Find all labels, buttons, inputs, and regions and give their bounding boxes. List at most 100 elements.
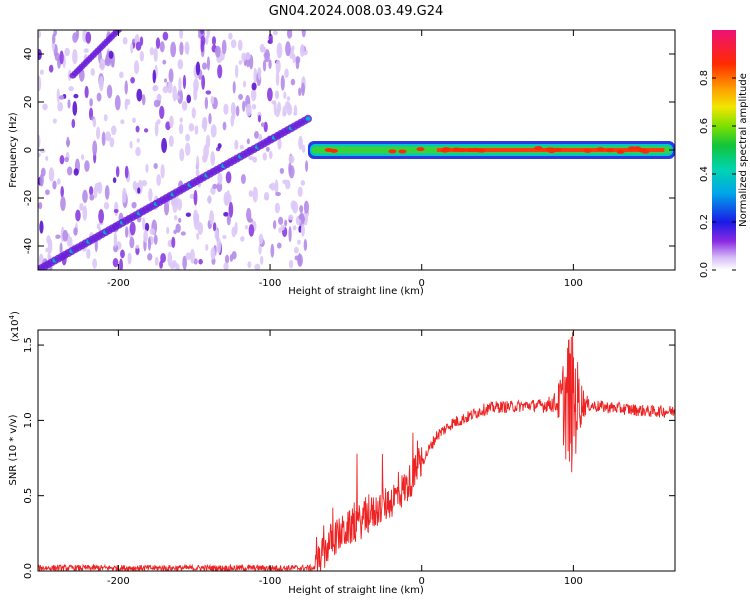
noise-speck xyxy=(237,39,243,51)
noise-speck xyxy=(268,150,273,159)
noise-speck xyxy=(119,71,124,79)
noise-speck xyxy=(159,41,165,53)
noise-speck xyxy=(205,35,209,45)
noise-speck xyxy=(238,60,243,65)
noise-speck xyxy=(297,239,301,245)
noise-speck xyxy=(182,255,187,270)
noise-speck xyxy=(154,256,159,266)
noise-speck xyxy=(293,246,299,254)
noise-speck xyxy=(241,52,247,62)
band-peak xyxy=(416,147,425,152)
noise-speck xyxy=(244,52,251,61)
noise-speck xyxy=(242,80,247,88)
noise-speck xyxy=(45,247,50,253)
noise-speck xyxy=(124,80,128,95)
noise-speck xyxy=(210,151,215,166)
noise-speck xyxy=(193,189,198,206)
noise-speck xyxy=(284,179,291,190)
noise-speck xyxy=(217,64,223,79)
noise-speck xyxy=(96,92,102,102)
noise-speck xyxy=(258,133,263,141)
noise-speck xyxy=(212,183,218,189)
noise-speck xyxy=(225,171,232,184)
noise-speck xyxy=(164,78,168,83)
noise-speck xyxy=(270,243,275,258)
noise-speck xyxy=(39,69,44,75)
noise-speck xyxy=(156,119,161,125)
noise-speck xyxy=(193,214,200,231)
noise-speck xyxy=(62,229,69,242)
noise-speck xyxy=(144,222,150,232)
noise-speck xyxy=(214,229,219,241)
colorbar-tick-label: 0.0 xyxy=(699,262,710,278)
noise-speck xyxy=(230,39,237,49)
spectrogram-ytick-label: 0 xyxy=(23,147,34,153)
noise-speck xyxy=(264,49,270,63)
noise-speck xyxy=(266,87,273,102)
noise-speck xyxy=(175,223,181,233)
noise-speck xyxy=(38,134,41,148)
noise-speck xyxy=(195,169,200,177)
noise-speck xyxy=(127,252,132,265)
noise-speck xyxy=(139,36,144,46)
noise-speck xyxy=(68,86,74,92)
noise-speck xyxy=(172,197,178,213)
noise-speck xyxy=(38,48,42,61)
noise-speck xyxy=(288,214,294,221)
band-peak xyxy=(534,146,543,151)
noise-speck xyxy=(262,152,267,161)
noise-speck xyxy=(222,234,227,239)
noise-speck xyxy=(147,236,152,251)
noise-speck xyxy=(298,214,304,221)
noise-speck xyxy=(122,37,128,45)
noise-speck xyxy=(136,138,140,143)
noise-speck xyxy=(156,173,161,187)
noise-speck xyxy=(168,135,174,147)
noise-speck xyxy=(42,103,48,111)
noise-speck xyxy=(182,74,187,90)
noise-speck xyxy=(135,146,141,157)
noise-speck xyxy=(262,59,267,72)
noise-speck xyxy=(185,133,191,142)
noise-speck xyxy=(196,232,200,240)
noise-speck xyxy=(82,189,88,203)
noise-speck xyxy=(149,47,155,56)
spectrogram-xtick-label: -200 xyxy=(107,278,130,289)
noise-speck xyxy=(80,154,85,160)
noise-speck xyxy=(109,137,115,148)
noise-speck xyxy=(136,88,143,102)
noise-speck xyxy=(169,262,176,270)
noise-speck xyxy=(297,186,303,198)
noise-speck xyxy=(75,209,81,222)
snr-xtick-label: 100 xyxy=(564,576,583,587)
snr-xlabel: Height of straight line (km) xyxy=(288,585,424,596)
noise-speck xyxy=(185,252,192,260)
noise-speck xyxy=(171,236,176,249)
noise-speck xyxy=(39,148,46,154)
noise-speck xyxy=(301,30,306,38)
noise-speck xyxy=(215,45,221,58)
noise-speck xyxy=(72,49,78,65)
noise-speck xyxy=(177,89,184,104)
noise-speck xyxy=(201,75,206,90)
snr-xtick-label: 0 xyxy=(419,576,425,587)
band-peak xyxy=(388,149,397,154)
noise-speck xyxy=(226,214,231,226)
noise-speck xyxy=(113,201,119,217)
noise-speck xyxy=(276,42,283,59)
figure-title: GN04.2024.008.03.49.G24 xyxy=(269,4,444,19)
snr-multiplier-exponent: 4 xyxy=(8,314,16,319)
noise-speck xyxy=(55,234,61,239)
noise-speck xyxy=(98,75,104,92)
colorbar-tick-label: 0.2 xyxy=(699,214,710,230)
noise-speck xyxy=(209,210,215,225)
noise-speck xyxy=(204,96,209,110)
noise-speck xyxy=(53,30,57,37)
noise-speck xyxy=(205,243,209,251)
spectrogram-xtick-label: 0 xyxy=(419,278,425,289)
noise-speck xyxy=(164,200,170,216)
noise-speck xyxy=(59,50,64,65)
noise-speck xyxy=(59,242,63,255)
noise-speck xyxy=(254,131,259,139)
